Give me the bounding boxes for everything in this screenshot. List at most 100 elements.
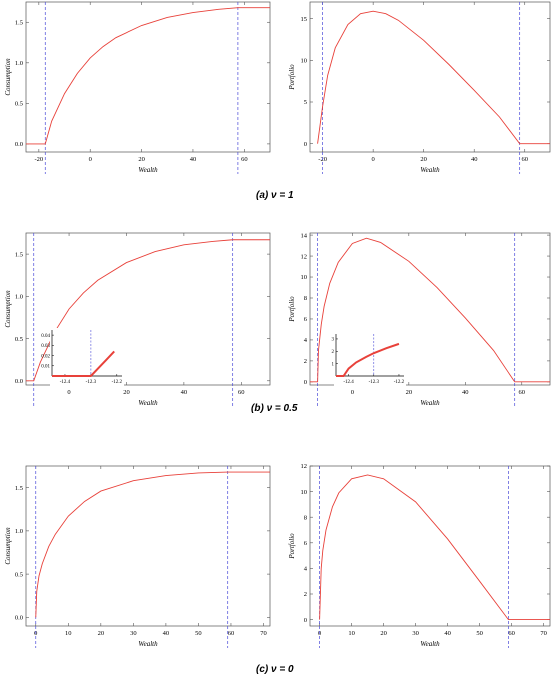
y-tick-label: 0 [304,141,307,148]
x-tick-label: 10 [348,630,355,637]
y-tick-label: 14 [301,232,308,239]
inset-y-tick-label: 1 [332,362,335,367]
y-tick-label: 2 [304,591,307,598]
y-tick-label: 6 [304,316,308,323]
series-line [317,10,550,145]
plot-frame [309,232,551,386]
x-tick-label: 20 [98,630,105,637]
caption-b-letter: (b) [251,403,264,414]
caption-a-letter: (a) [256,190,269,201]
inset-background [50,328,124,386]
inset-x-tick-label: -12.2 [112,380,123,385]
y-tick-label: 0.5 [15,571,23,578]
x-tick-label: 50 [195,630,202,637]
inset-x-tick-label: -12.3 [369,380,380,385]
inset-y-tick-label: 0.01 [41,365,50,370]
inset-x-tick-label: -12.4 [60,380,71,385]
y-tick-label: 0.0 [15,615,23,622]
plot-frame [25,465,271,627]
caption-b-text: ν = 0.5 [266,403,298,414]
caption-c: (c) ν = 0 [256,664,294,675]
y-tick-label: 5 [304,99,307,106]
x-tick-label: 40 [181,389,188,396]
y-tick-label: 0.0 [15,141,23,148]
y-tick-label: 12 [301,253,308,260]
chart-b-consumption: 0 20 40 60 0.0 0.5 1.0 1.5 Wealth Consumption 0.01… [4,232,271,407]
chart-c-consumption: 0102030405060700.00.51.01.5WealthConsump… [4,465,271,648]
inset-y-tick-label: 3 [332,338,335,343]
inset-y-tick-label: 0.02 [41,354,50,359]
x-tick-label: 60 [508,630,515,637]
x-tick-label: 70 [260,630,267,637]
y-tick-label: 0.5 [15,101,23,108]
series-line [310,237,550,383]
y-tick-label: 15 [301,16,308,23]
caption-b: (b) ν = 0.5 [251,403,297,414]
series-line [26,239,270,382]
x-tick-label: 30 [130,630,137,637]
y-tick-label: 8 [304,295,307,302]
x-tick-label: 20 [123,389,130,396]
x-tick-label: 60 [519,389,526,396]
inset-x-tick-label: -12.3 [86,380,97,385]
plot-frame [309,465,551,627]
inset-y-tick-label: 0.04 [41,334,50,339]
inset-y-tick-label: 2 [332,350,335,355]
y-tick-label: 4 [304,337,308,344]
x-tick-label: 0 [372,156,375,163]
x-tick-label: 60 [228,630,235,637]
y-tick-label: 1.0 [15,528,23,535]
y-axis-label: Consumption [4,527,12,565]
inset-series-line [336,342,400,377]
x-axis-label: Wealth [420,166,440,174]
x-tick-label: 20 [380,630,387,637]
plot-frame [309,1,551,153]
x-tick-label: 50 [476,630,483,637]
x-tick-label: 0 [67,389,70,396]
x-tick-label: 20 [420,156,427,163]
x-tick-label: 0 [89,156,92,163]
inset-y-tick-label: 0.03 [41,344,50,349]
series-line [35,471,270,618]
caption-c-letter: (c) [256,664,269,675]
y-axis-label: Consumption [4,58,12,96]
series-line [319,474,550,621]
x-tick-label: 30 [412,630,419,637]
chart-a-consumption: -20 0 20 40 60 0.0 0.5 1.0 1.5 Wealth Consumption [4,1,271,174]
x-tick-label: 70 [540,630,547,637]
inset-x-tick-label: -12.2 [394,380,405,385]
y-tick-label: 0.5 [15,336,23,343]
y-tick-label: 1.5 [15,485,23,492]
y-tick-label: 0 [304,379,307,386]
inset-b-consumption: 0.01 0.02 0.03 0.04 -12.4 -12.3 -12.2 [41,328,124,386]
series-line [26,7,270,145]
x-tick-label: 20 [406,389,413,396]
x-tick-label: 40 [163,630,170,637]
y-tick-label: 4 [304,566,308,573]
chart-c-portfolio: 010203040506070024681012WealthPortfolio [288,463,551,648]
x-tick-label: 40 [444,630,451,637]
inset-x-tick-label: -12.4 [343,380,354,385]
x-axis-label: Wealth [420,399,440,407]
y-axis-label: Consumption [4,290,12,328]
x-axis-label: Wealth [138,166,158,174]
x-tick-label: 40 [190,156,197,163]
x-tick-label: 60 [241,156,248,163]
x-tick-label: 10 [65,630,72,637]
y-tick-label: 1.5 [15,251,23,258]
y-tick-label: 10 [301,58,308,65]
inset-series-line [52,350,115,377]
y-tick-label: 0.0 [15,378,23,385]
chart-b-portfolio: 0 20 40 6002468101214WealthPortfolio123-12.… [288,232,551,407]
y-tick-label: 6 [304,540,308,547]
y-tick-label: 1.0 [15,60,23,67]
x-axis-label: Wealth [138,640,158,648]
y-tick-label: 1.5 [15,19,23,26]
inset-b-portfolio: 1 2 3 -12.4 -12.3 -12.2 [332,332,406,386]
x-axis-label: Wealth [138,399,158,407]
y-axis-label: Portfolio [288,64,296,91]
y-tick-label: 0 [304,617,307,624]
caption-c-text: ν = 0 [271,664,294,675]
